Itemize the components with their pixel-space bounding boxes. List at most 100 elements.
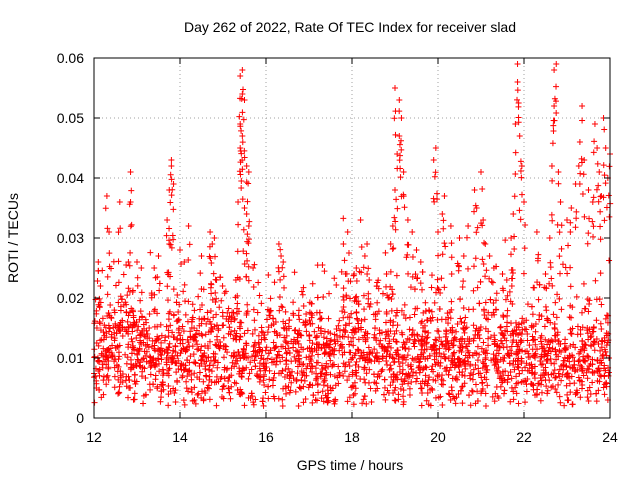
- data-point: [352, 350, 359, 357]
- data-point: [264, 316, 271, 323]
- data-point: [218, 297, 225, 304]
- data-point: [311, 328, 318, 335]
- data-point: [365, 344, 372, 351]
- data-point: [584, 324, 591, 331]
- data-point: [590, 328, 597, 335]
- data-point: [393, 272, 400, 279]
- data-point: [431, 299, 438, 306]
- data-point: [563, 382, 570, 389]
- data-point: [465, 223, 472, 229]
- data-point: [503, 337, 510, 344]
- data-point: [524, 337, 531, 344]
- data-point: [393, 339, 400, 346]
- data-point: [388, 365, 395, 372]
- data-point: [518, 174, 525, 181]
- data-point: [312, 334, 319, 341]
- data-point: [387, 268, 394, 275]
- data-point: [295, 312, 302, 319]
- data-point: [163, 359, 170, 366]
- data-point: [104, 347, 111, 354]
- data-point: [189, 397, 196, 404]
- data-point: [126, 377, 133, 384]
- data-point: [474, 284, 481, 291]
- data-point: [392, 384, 399, 391]
- data-point: [482, 299, 489, 306]
- data-point: [541, 372, 548, 379]
- data-point: [588, 333, 595, 340]
- data-point: [368, 398, 375, 405]
- data-point: [298, 344, 305, 351]
- data-point: [597, 223, 604, 230]
- data-point: [383, 331, 390, 338]
- data-point: [128, 361, 135, 368]
- data-point: [404, 352, 411, 359]
- data-point: [252, 363, 259, 370]
- data-point: [556, 347, 563, 354]
- data-point: [491, 338, 498, 345]
- data-point: [561, 340, 568, 347]
- data-point: [119, 370, 126, 377]
- data-point: [569, 325, 576, 332]
- data-point: [544, 356, 551, 363]
- data-point: [299, 291, 306, 298]
- data-point: [504, 319, 511, 326]
- data-point: [577, 348, 584, 355]
- data-point: [234, 387, 241, 394]
- data-point: [419, 390, 426, 397]
- data-point: [353, 315, 360, 322]
- data-point: [556, 366, 563, 373]
- data-point: [496, 344, 503, 351]
- data-point: [164, 283, 171, 290]
- data-point: [421, 327, 428, 334]
- data-point: [422, 299, 429, 306]
- data-point: [410, 340, 417, 347]
- data-point: [111, 337, 118, 344]
- data-point: [360, 396, 367, 403]
- data-point: [477, 370, 484, 377]
- data-point: [261, 382, 268, 389]
- data-point: [140, 355, 147, 362]
- data-point: [229, 359, 236, 366]
- data-point: [374, 299, 381, 306]
- data-point: [181, 281, 188, 288]
- data-point: [580, 171, 587, 178]
- data-point: [408, 379, 415, 386]
- data-point: [307, 320, 314, 327]
- data-point: [512, 330, 519, 337]
- grid: [94, 58, 610, 418]
- data-point: [401, 375, 408, 382]
- data-point: [424, 334, 431, 341]
- data-point: [556, 393, 563, 400]
- data-point: [367, 301, 374, 308]
- data-point: [198, 316, 205, 323]
- data-point: [238, 389, 245, 396]
- data-point: [435, 229, 441, 235]
- data-point: [302, 395, 309, 402]
- data-point: [170, 312, 177, 319]
- data-point: [237, 171, 244, 178]
- data-point: [109, 342, 116, 349]
- data-point: [507, 347, 514, 354]
- data-point: [241, 154, 248, 161]
- data-point: [598, 359, 605, 366]
- data-point: [396, 363, 403, 370]
- data-point: [284, 349, 291, 356]
- data-point: [543, 284, 550, 291]
- data-point: [351, 271, 358, 277]
- data-point: [387, 382, 394, 389]
- data-point: [353, 358, 360, 365]
- data-point: [385, 294, 392, 301]
- data-point: [399, 331, 406, 338]
- data-point: [449, 357, 456, 364]
- data-point: [476, 335, 483, 342]
- data-point: [251, 342, 258, 349]
- data-point: [463, 324, 470, 331]
- data-point: [264, 306, 271, 313]
- data-point: [180, 345, 187, 352]
- data-point: [566, 352, 573, 359]
- data-point: [331, 338, 338, 345]
- data-point: [231, 379, 238, 386]
- data-point: [197, 270, 204, 277]
- data-point: [555, 370, 562, 377]
- data-point: [341, 333, 348, 340]
